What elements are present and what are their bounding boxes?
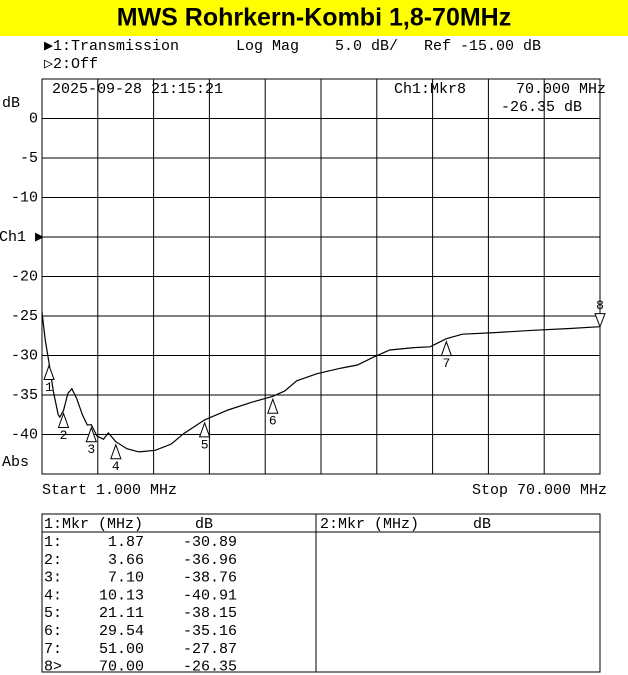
channel-format: Log Mag [236,38,299,55]
table-cell: 1.87 [108,534,144,551]
channel-2: ▷2:Off [44,56,98,73]
marker-label: 1 [45,380,53,395]
marker-label: 6 [269,414,277,429]
y-tick-label: -5 [20,150,38,167]
marker-label: 5 [201,437,209,452]
table-cell: -30.89 [183,534,237,551]
table-cell: 70.00 [99,659,144,675]
y-tick-label: -35 [11,387,38,404]
marker-label: 3 [87,442,95,457]
table-header: dB [195,516,213,533]
chart-title: MWS Rohrkern-Kombi 1,8-70MHz [117,4,511,32]
table-border [41,513,601,673]
marker-label: 8 [596,298,604,313]
table-cell: -36.96 [183,552,237,569]
table-cell: -27.87 [183,641,237,658]
readout-marker: Ch1:Mkr8 [394,81,466,98]
table-cell: 3: [44,570,62,587]
channel-name: ▶1:Transmission [44,38,179,55]
table-cell: -40.91 [183,587,237,604]
y-tick-label: Ch1 ▶ [0,229,44,246]
y-axis-label: dB [2,95,20,112]
table-header: dB [473,516,491,533]
table-cell: 5: [44,605,62,622]
table-cell: 4: [44,587,62,604]
marker [110,443,122,460]
y-mode: Abs [2,454,29,471]
marker [440,340,453,357]
y-tick-label: 0 [29,110,38,127]
marker [267,397,279,414]
table-cell: 51.00 [99,641,144,658]
table-cell: 8> [44,659,62,675]
marker-label: 4 [112,459,120,474]
marker [594,313,606,329]
y-tick-label: -20 [11,268,38,285]
table-cell: 29.54 [99,623,144,640]
table-cell: -38.15 [183,605,237,622]
channel-ref: Ref -15.00 dB [424,38,541,55]
table-cell: 1: [44,534,62,551]
marker [85,426,98,443]
table-cell: 6: [44,623,62,640]
y-tick-label: -30 [11,347,38,364]
y-tick-label: -25 [11,308,38,325]
table-header: 2:Mkr (MHz) [320,516,419,533]
table-cell: 7.10 [108,570,144,587]
table-cell: 21.11 [99,605,144,622]
x-start: Start 1.000 MHz [42,482,177,499]
marker-label: 7 [442,356,450,371]
table-cell: -38.76 [183,570,237,587]
y-tick-label: -40 [11,426,38,443]
table-header: 1:Mkr (MHz) [44,516,143,533]
table-cell: -26.35 [183,659,237,675]
marker-label: 2 [60,428,68,443]
y-tick-label: -10 [11,189,38,206]
title-bar [0,0,628,36]
trace [41,312,601,453]
table-cell: 10.13 [99,587,144,604]
marker-table: 1:Mkr (MHz) dB 2:Mkr (MHz) dB [41,513,601,673]
marker [43,364,55,381]
table-cell: 2: [44,552,62,569]
table-cell: 3.66 [108,552,144,569]
x-stop: Stop 70.000 MHz [472,482,607,499]
table-cell: -35.16 [183,623,237,640]
marker [57,411,70,428]
marker [198,421,211,438]
readout-frequency: 70.000 MHz [516,81,606,98]
timestamp: 2025-09-28 21:15:21 [52,81,223,98]
readout-level: -26.35 dB [501,99,582,116]
channel-scale: 5.0 dB/ [335,38,398,55]
table-cell: 7: [44,641,62,658]
